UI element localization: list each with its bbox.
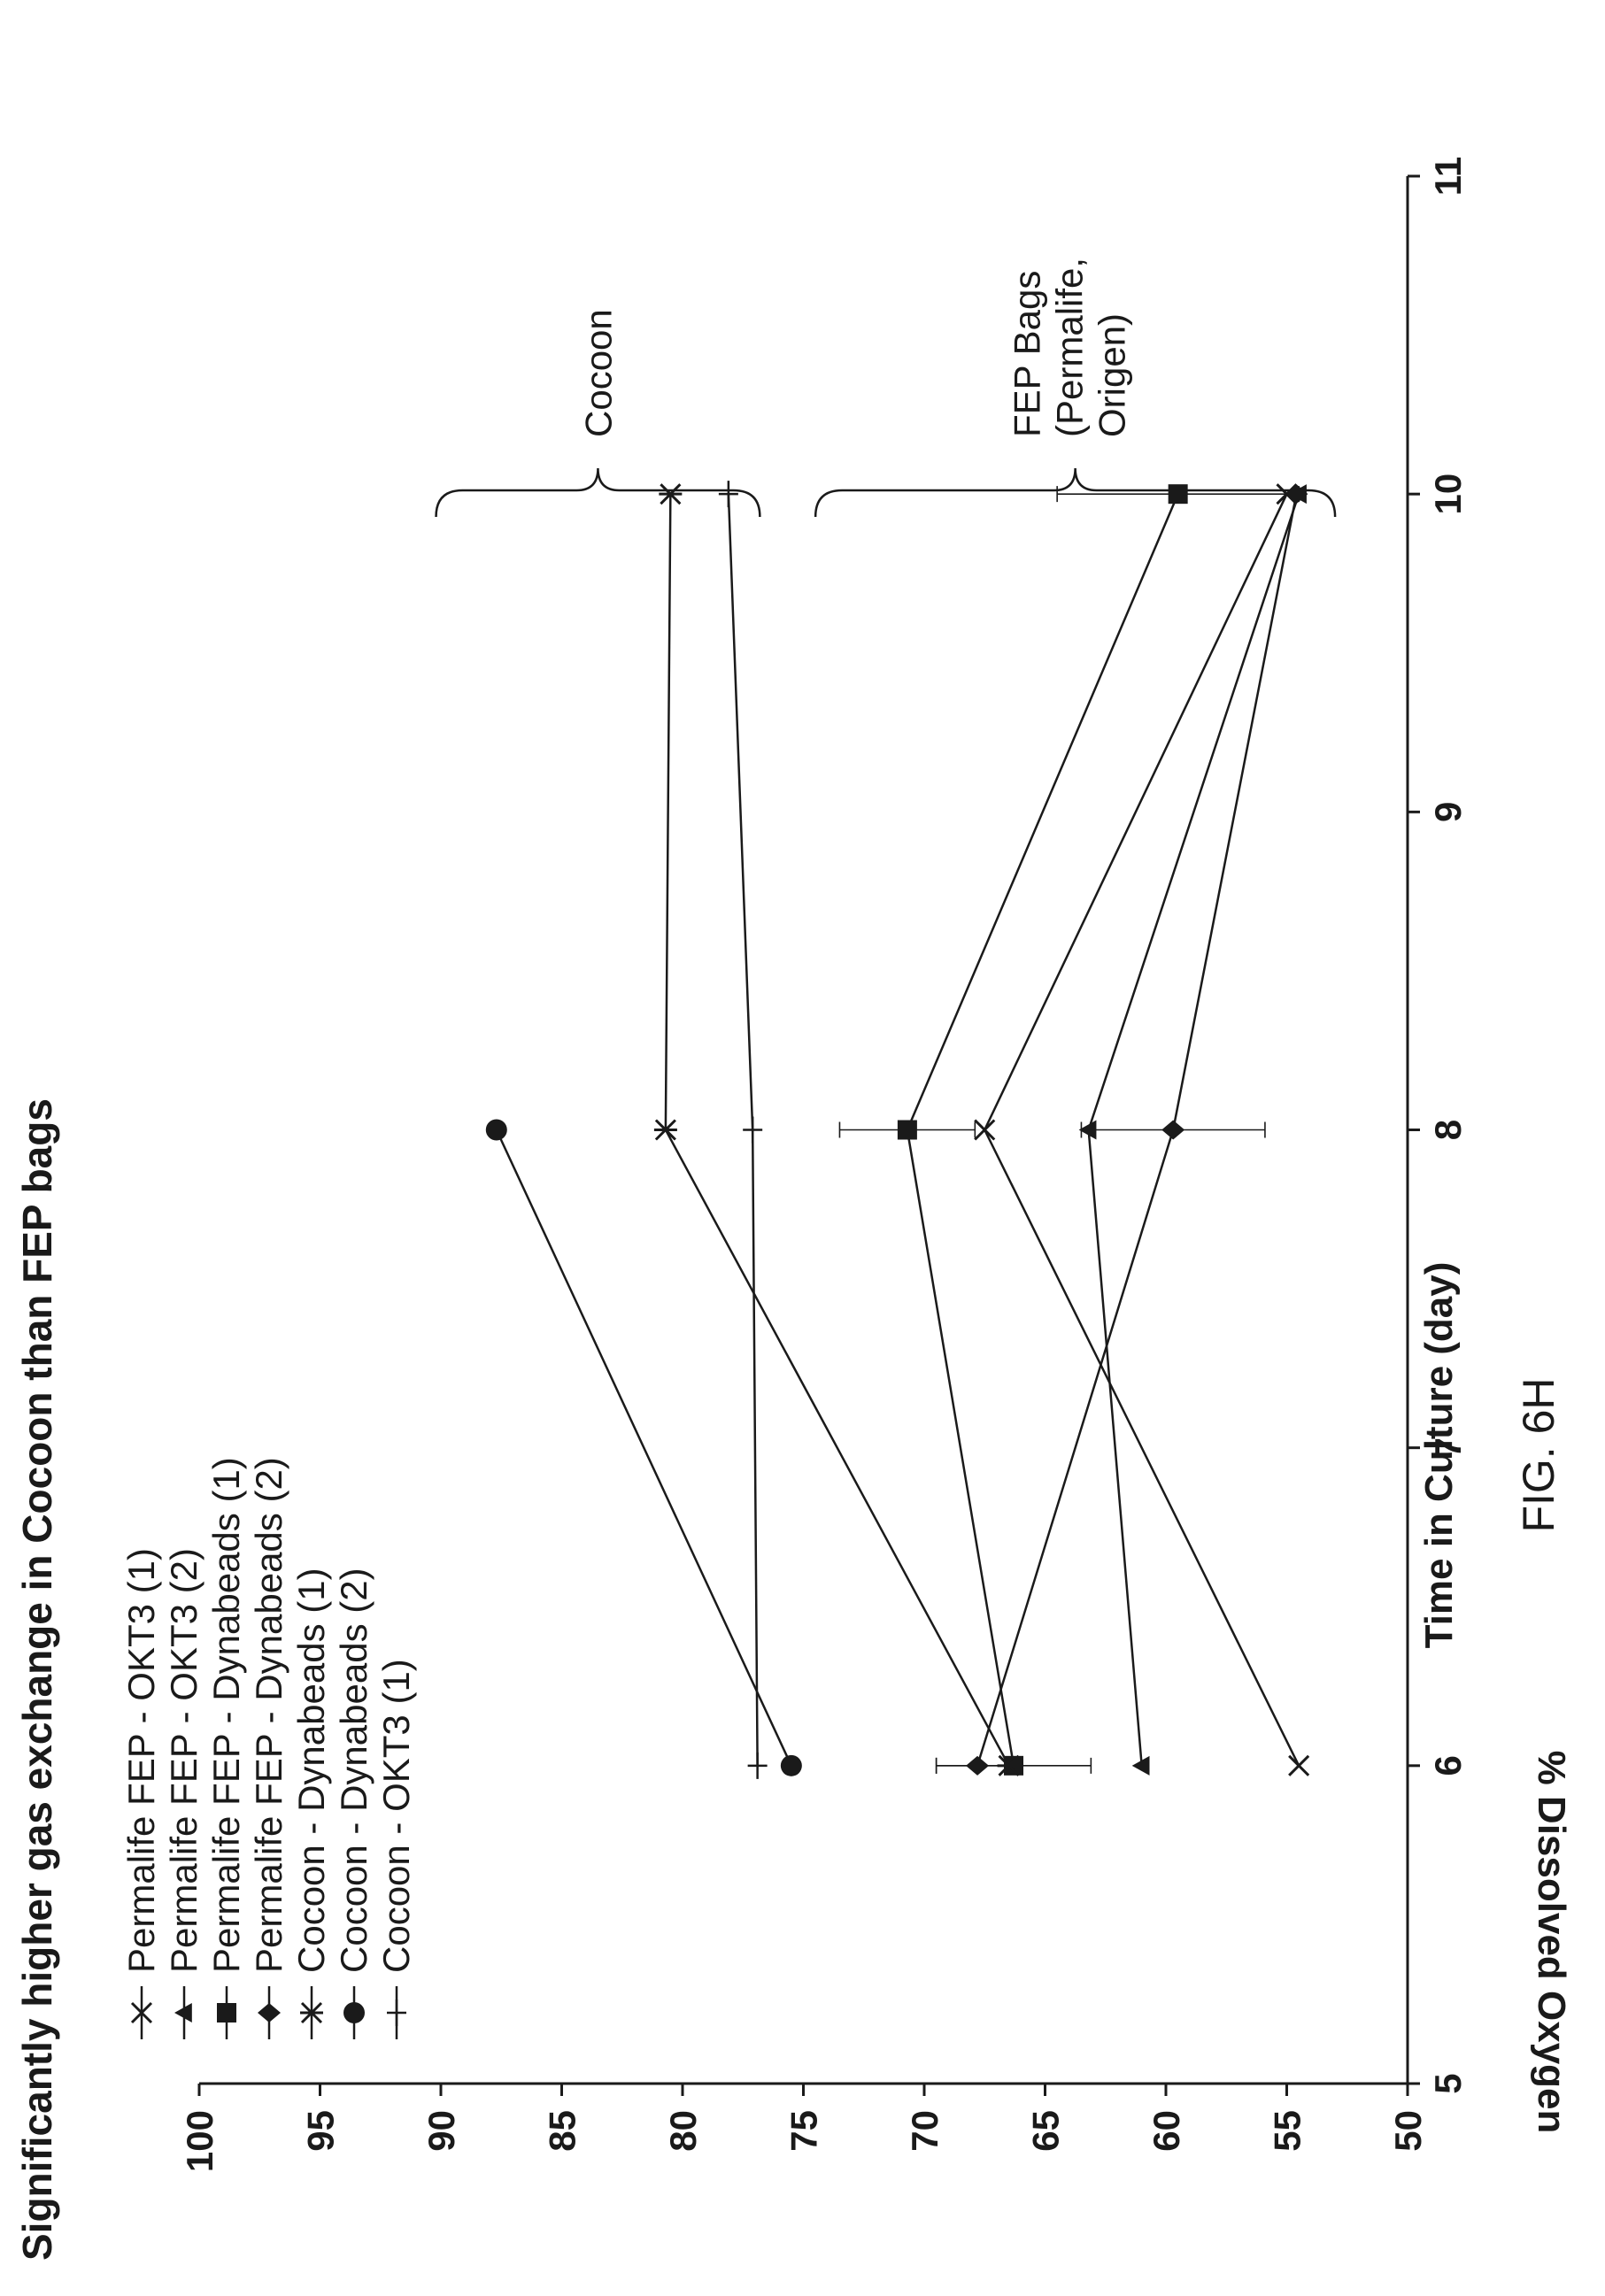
y-tick-label: 70 (904, 2110, 945, 2152)
x-axis-title: Time in Culture (day) (1417, 1262, 1461, 1649)
data-point (747, 1752, 768, 1779)
series-line (495, 1129, 792, 1767)
x-tick-label: 8 (1427, 1120, 1469, 1140)
data-point (1078, 1120, 1097, 1140)
y-tick-label: 90 (421, 2110, 462, 2152)
legend-label: Cocoon - Dynabeads (2) (333, 1568, 374, 1973)
legend-marker (130, 2001, 153, 2024)
legend-label: Cocoon - Dynabeads (1) (290, 1568, 332, 1973)
data-point (743, 1116, 763, 1144)
legend-marker (258, 2003, 281, 2022)
y-tick-label: 80 (662, 2110, 704, 2152)
x-tick-label: 6 (1427, 1755, 1469, 1776)
data-point (1168, 484, 1188, 505)
x-tick-label: 11 (1427, 157, 1469, 196)
y-tick-label: 55 (1267, 2110, 1308, 2152)
data-point (659, 483, 683, 505)
data-point (780, 1754, 802, 1776)
series-markers (485, 481, 1310, 1779)
fep-annotation-line: Origen) (1092, 313, 1133, 437)
x-tick-label: 10 (1427, 474, 1469, 515)
y-tick-label: 100 (179, 2110, 220, 2172)
x-tick-label: 7 (1427, 1437, 1469, 1458)
legend-label: Permalife FEP - OKT3 (2) (163, 1548, 204, 1973)
data-point (966, 1755, 990, 1776)
tick-labels: 50 55 60 65 70 75 80 85 90 95 100 5 6 7 8 9 10 11 (179, 157, 1469, 2172)
cocoon-annotation: Cocoon (577, 309, 619, 437)
y-tick-label: 50 (1387, 2110, 1429, 2152)
y-tick-label: 85 (542, 2110, 583, 2152)
data-point (718, 481, 738, 508)
data-point (485, 1119, 507, 1141)
fep-brace (814, 467, 1337, 518)
data-point (997, 1754, 1021, 1776)
y-tick-label: 95 (300, 2110, 342, 2152)
legend-marker (174, 2003, 192, 2022)
legend: Permalife FEP - OKT3 (1) Permalife FEP - … (120, 1457, 417, 2039)
legend-marker (387, 1999, 406, 2026)
data-point (1131, 1755, 1150, 1776)
data-point (1161, 1120, 1185, 1140)
cocoon-brace (435, 467, 761, 518)
data-point (897, 1120, 917, 1140)
legend-marker (300, 2001, 323, 2024)
axes (197, 174, 1420, 2096)
legend-label: Cocoon - OKT3 (1) (375, 1659, 417, 1973)
figure-label: FIG. 6H (1514, 1377, 1563, 1532)
x-tick-label: 5 (1427, 2073, 1469, 2093)
data-point (1288, 1754, 1310, 1776)
data-point (974, 1119, 996, 1141)
legend-label: Permalife FEP - Dynabeads (1) (205, 1457, 247, 1973)
fep-annotation-line: (Permalife, (1049, 258, 1091, 437)
legend-marker (343, 2002, 365, 2023)
x-tick-label: 9 (1427, 802, 1469, 822)
annotations: Cocoon FEP Bags (Permalife, Origen) (435, 258, 1337, 518)
data-point (1285, 484, 1308, 505)
y-tick-label: 75 (783, 2110, 825, 2152)
legend-label: Permalife FEP - Dynabeads (2) (248, 1457, 289, 1973)
chart-title: Significantly higher gas exchange in Coc… (14, 1098, 60, 2261)
fep-annotation-line: FEP Bags (1007, 271, 1048, 437)
legend-marker (217, 2003, 236, 2022)
y-axis-title: % Dissolved Oxygen (1530, 1751, 1573, 2134)
legend-label: Permalife FEP - OKT3 (1) (120, 1548, 162, 1973)
y-tick-label: 65 (1025, 2110, 1067, 2152)
y-tick-label: 60 (1146, 2110, 1187, 2152)
data-point (653, 1119, 677, 1141)
